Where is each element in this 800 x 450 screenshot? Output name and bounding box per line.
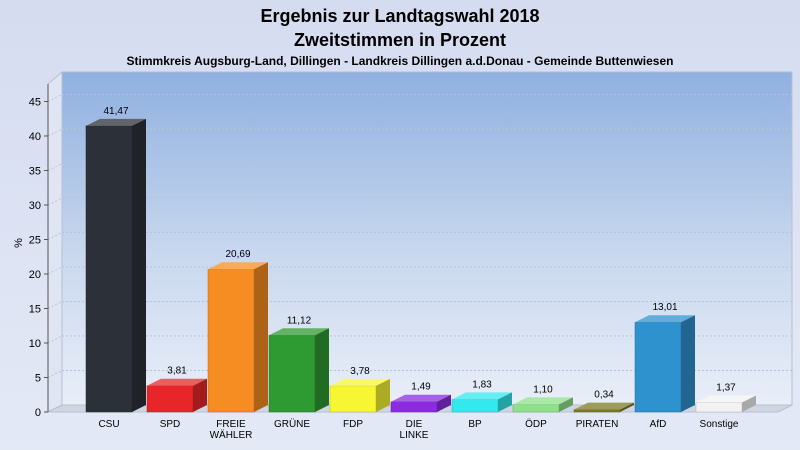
category-label: FDP — [343, 419, 363, 430]
y-tick-label: 5 — [35, 373, 41, 385]
y-axis-label: % — [13, 238, 25, 248]
category-label: FREIE — [216, 419, 246, 430]
value-label: 1,49 — [411, 382, 431, 393]
value-label: 1,10 — [533, 384, 553, 395]
bar-top — [696, 395, 756, 403]
bar-front — [512, 404, 560, 413]
bar-side — [681, 315, 695, 412]
y-axis-ticks: 0 5 10 15 20 25 30 35 40 45 — [29, 97, 48, 419]
bar-top — [147, 378, 207, 386]
gridline-side — [47, 128, 63, 137]
gridline-side — [47, 266, 63, 275]
bar-front — [329, 385, 377, 413]
y-tick-label: 20 — [29, 269, 41, 281]
bar-front — [573, 409, 621, 413]
value-label: 0,34 — [594, 390, 614, 401]
bar-7 — [451, 392, 512, 413]
gridline-side — [47, 370, 63, 378]
gridline-side — [47, 301, 63, 309]
bar-side — [742, 395, 756, 412]
y-tick-label: 45 — [29, 97, 41, 109]
bar-5 — [329, 378, 390, 413]
bar-top — [452, 392, 512, 400]
bar-6 — [390, 394, 451, 413]
bar-10 — [634, 315, 695, 413]
bar-side — [376, 378, 390, 412]
value-label: 1,83 — [472, 379, 492, 390]
y-tick-label: 15 — [29, 304, 41, 316]
bar-top — [574, 402, 634, 410]
bar-front — [451, 399, 499, 413]
value-label: 11,12 — [287, 315, 312, 326]
category-label: CSU — [98, 419, 119, 430]
category-label: SPD — [160, 419, 181, 430]
category-label: ÖDP — [525, 418, 547, 430]
bar-top — [208, 262, 268, 270]
category-label: BP — [468, 419, 482, 430]
gridline-side — [47, 163, 63, 171]
bar-top — [513, 397, 573, 405]
bar-side — [498, 392, 512, 412]
value-label: 3,81 — [167, 366, 187, 377]
value-label: 41,47 — [103, 106, 128, 117]
bar-front — [146, 385, 194, 413]
bar-top — [391, 394, 451, 402]
category-label: PIRATEN — [576, 419, 619, 430]
bar-9 — [573, 402, 634, 413]
bar-1 — [85, 118, 146, 413]
bar-4 — [268, 328, 329, 413]
bar-front — [390, 401, 438, 413]
gridline-side — [47, 232, 63, 240]
category-label: Sonstige — [700, 419, 739, 430]
bars: 41,47 3,81 20,69 11,12 3,78 1,49 1,83 1,10 0,34 1… — [85, 106, 756, 413]
bar-side — [315, 328, 329, 412]
bar-2 — [146, 378, 207, 413]
category-label: LINKE — [400, 430, 429, 441]
category-label: DIE — [406, 419, 423, 430]
bar-side — [559, 397, 573, 412]
gridline-side — [47, 94, 63, 102]
y-tick-label: 40 — [29, 131, 41, 143]
bar-8 — [512, 397, 573, 413]
bar-top — [269, 328, 329, 336]
category-label: AfD — [650, 419, 667, 430]
value-label: 20,69 — [225, 249, 250, 260]
y-tick-label: 25 — [29, 235, 41, 247]
category-label: GRÜNE — [274, 418, 310, 430]
y-tick-label: 30 — [29, 200, 41, 212]
bar-side — [193, 378, 207, 412]
y-tick-label: 10 — [29, 338, 41, 350]
bar-side — [620, 402, 634, 412]
value-label: 13,01 — [652, 302, 677, 313]
category-label: WÄHLER — [210, 429, 253, 441]
bar-side — [254, 262, 268, 412]
bar-top — [330, 378, 390, 386]
bar-front — [207, 268, 255, 413]
bar-top — [86, 118, 146, 126]
bar-3 — [207, 262, 268, 413]
chart-title: Ergebnis zur Landtagswahl 2018 — [260, 6, 539, 26]
bar-top — [635, 315, 695, 323]
y-tick-label: 35 — [29, 166, 41, 178]
value-label: 3,78 — [350, 366, 370, 377]
gridline-side — [47, 335, 63, 344]
bar-side — [132, 118, 146, 413]
bar-front — [85, 125, 133, 413]
gridline-side — [47, 197, 63, 206]
chart-subtitle: Stimmkreis Augsburg-Land, Dillingen - La… — [127, 54, 674, 68]
value-label: 1,37 — [716, 383, 736, 394]
bar-front — [695, 402, 743, 413]
plot-left-wall — [47, 70, 63, 413]
bar-front — [634, 321, 682, 413]
bar-11 — [695, 395, 756, 413]
bar-side — [437, 394, 451, 412]
bar-front — [268, 335, 316, 413]
chart-title-line2: Zweitstimmen in Prozent — [294, 30, 506, 50]
y-tick-label: 0 — [35, 407, 41, 419]
